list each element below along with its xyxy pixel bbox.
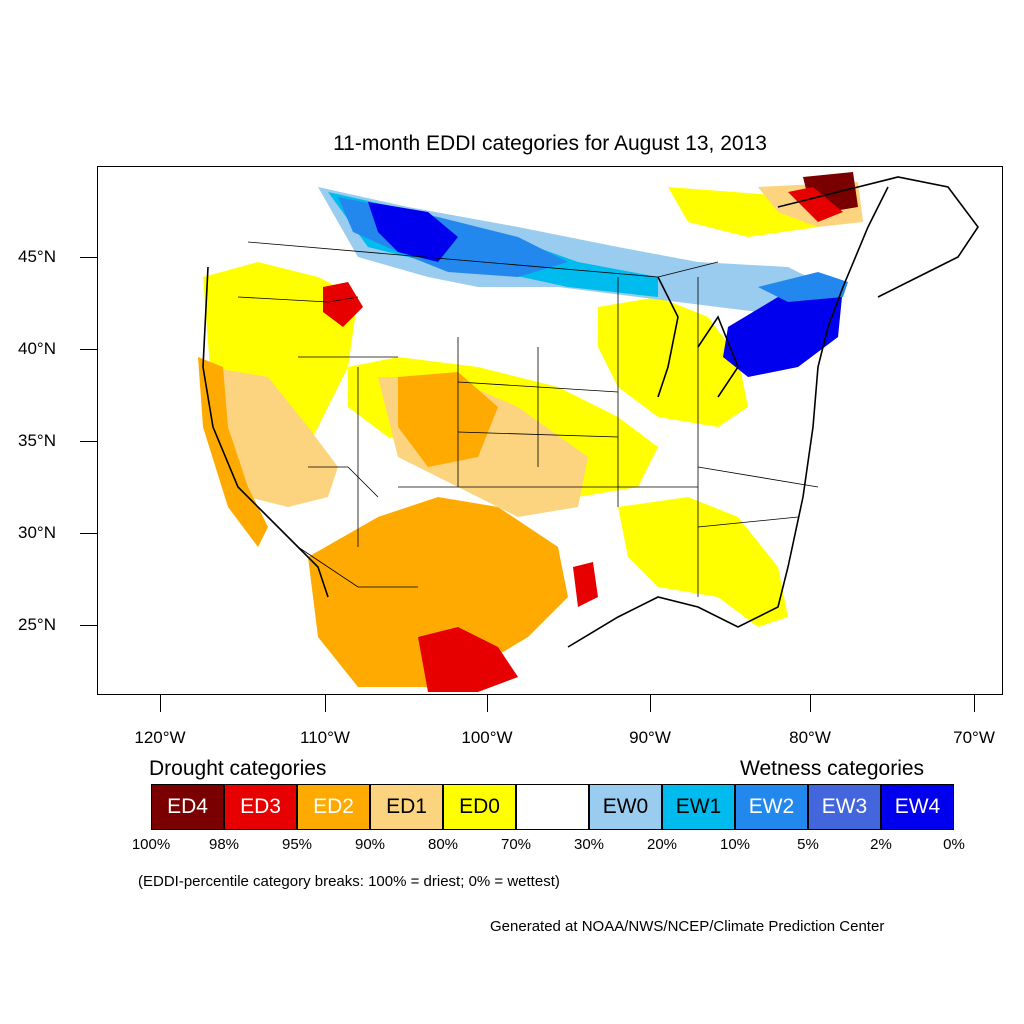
percent-break-label: 90% — [354, 836, 386, 853]
lat-label-30: 30°N — [18, 523, 56, 542]
lat-tick-45 — [80, 257, 97, 258]
lon-label-90: 90°W — [629, 728, 671, 747]
category-fill-layer — [198, 172, 868, 692]
lat-tick-35 — [80, 441, 97, 442]
wetness-categories-title: Wetness categories — [740, 757, 925, 780]
lat-tick-30 — [80, 533, 97, 534]
legend-box-ew4: EW4 — [881, 784, 954, 830]
lat-label-45: 45°N — [18, 247, 56, 266]
percent-break-label: 5% — [797, 836, 819, 853]
lon-label-100: 100°W — [461, 728, 513, 747]
lon-label-80: 80°W — [789, 728, 831, 747]
lat-label-25: 25°N — [18, 615, 56, 634]
ed2-region-colorado — [398, 372, 498, 467]
lat-tick-40 — [80, 349, 97, 350]
legend-box-ew1: EW1 — [662, 784, 735, 830]
percent-break-label: 20% — [646, 836, 678, 853]
lon-tick-80 — [810, 695, 811, 712]
lat-tick-25 — [80, 625, 97, 626]
ed3-region-quebec — [788, 187, 843, 222]
lon-tick-100 — [487, 695, 488, 712]
lon-tick-110 — [325, 695, 326, 712]
percent-break-label: 100% — [131, 836, 171, 853]
ew4-region-greatlakes — [723, 287, 843, 377]
percent-break-label: 2% — [870, 836, 892, 853]
legend-box-ed0: ED0 — [443, 784, 516, 830]
credit-text: Generated at NOAA/NWS/NCEP/Climate Predi… — [490, 918, 885, 935]
map-panel — [97, 166, 1003, 695]
ed2-region-texas-mexico — [308, 497, 568, 687]
category-breaks-note: (EDDI-percentile category breaks: 100% =… — [138, 873, 560, 890]
percent-break-label: 30% — [573, 836, 605, 853]
lat-label-35: 35°N — [18, 431, 56, 450]
percent-break-label: 98% — [208, 836, 240, 853]
percent-break-label: 70% — [500, 836, 532, 853]
legend-box-ed3: ED3 — [224, 784, 297, 830]
legend-box-ed1: ED1 — [370, 784, 443, 830]
ew4-region-north — [368, 202, 458, 262]
lat-label-40: 40°N — [18, 339, 56, 358]
lon-label-70: 70°W — [953, 728, 995, 747]
state-boundaries — [237, 241, 819, 597]
lon-tick-70 — [974, 695, 975, 712]
ew2-region-greatlakes — [758, 272, 848, 302]
ed3-region-louisiana — [573, 562, 598, 607]
lon-tick-90 — [650, 695, 651, 712]
percent-break-label: 0% — [943, 836, 965, 853]
percent-break-label: 80% — [427, 836, 459, 853]
ed3-region-mexico — [418, 627, 518, 692]
percent-break-label: 10% — [719, 836, 751, 853]
legend-box-ew2: EW2 — [735, 784, 808, 830]
coastlines — [202, 176, 979, 648]
lon-tick-120 — [160, 695, 161, 712]
lon-label-120: 120°W — [134, 728, 186, 747]
lon-label-110: 110°W — [300, 728, 350, 747]
map-title: 11-month EDDI categories for August 13, … — [333, 132, 767, 155]
drought-categories-title: Drought categories — [149, 757, 327, 780]
legend-box-neutral — [516, 784, 589, 830]
ed3-region-idaho — [323, 282, 363, 327]
legend-box-ew0: EW0 — [589, 784, 662, 830]
eddi-map — [198, 172, 979, 692]
legend-box-ed4: ED4 — [151, 784, 224, 830]
ed0-region-southeast — [618, 497, 788, 627]
legend-box-ed2: ED2 — [297, 784, 370, 830]
percent-break-label: 95% — [281, 836, 313, 853]
legend-box-ew3: EW3 — [808, 784, 881, 830]
